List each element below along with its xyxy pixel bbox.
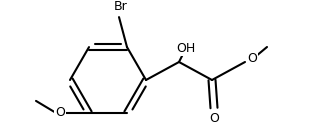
Text: Br: Br [114, 0, 128, 13]
Text: O: O [55, 106, 65, 119]
Text: OH: OH [176, 42, 196, 55]
Text: O: O [209, 112, 219, 125]
Text: O: O [247, 52, 257, 65]
